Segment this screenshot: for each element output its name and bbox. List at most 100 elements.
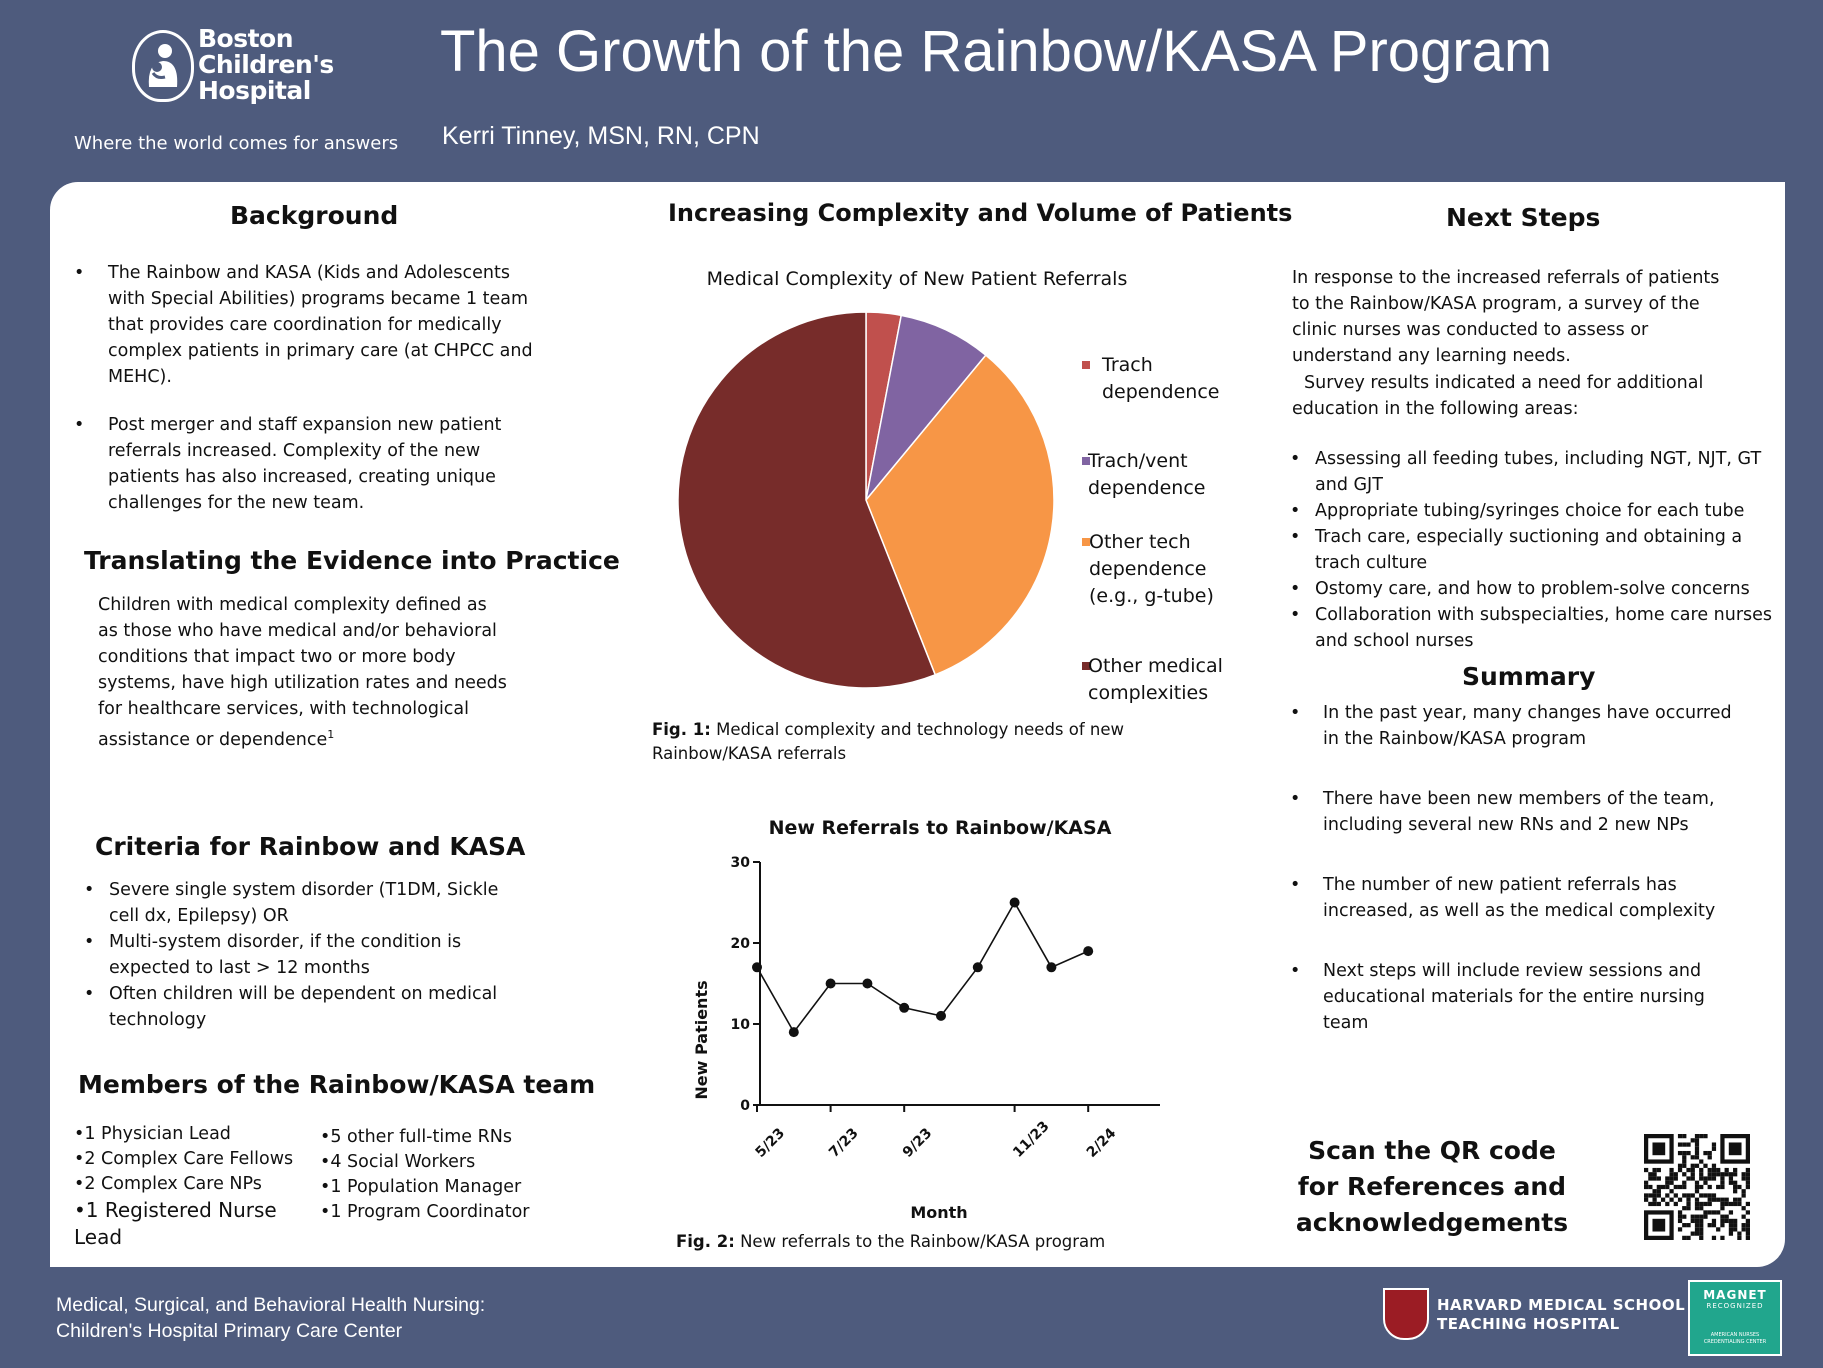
members-list-right: •5 other full-time RNs •4 Social Workers…: [320, 1125, 560, 1225]
magnet-sub: RECOGNIZED: [1706, 1302, 1764, 1310]
logo-line: Children's: [198, 50, 334, 79]
line-series: [752, 897, 1094, 1038]
y-tick-label: 20: [731, 936, 751, 952]
fig2-label: Fig. 2:: [676, 1232, 735, 1251]
fig2-text: New referrals to the Rainbow/KASA progra…: [734, 1232, 1106, 1251]
qr-text: Scan the QR code for References and ackn…: [1295, 1136, 1569, 1237]
logo-line: Boston: [198, 24, 294, 53]
x-tick-label: 7/23: [826, 1125, 862, 1161]
legend-label: Other medical complexities: [1088, 655, 1223, 704]
list-item: Post merger and staff expansion new pati…: [74, 412, 544, 516]
data-point: [788, 1027, 799, 1038]
list-item: Appropriate tubing/syringes choice for e…: [1290, 498, 1780, 524]
summary-list: In the past year, many changes have occu…: [1290, 700, 1750, 1036]
fig2-caption: Fig. 2: New referrals to the Rainbow/KAS…: [676, 1229, 1105, 1255]
list-item: •2 Complex Care NPs: [74, 1174, 262, 1194]
pie-slice: [865, 314, 987, 501]
translating-heading: Translating the Evidence into Practice: [84, 546, 620, 575]
poster-title: The Growth of the Rainbow/KASA Program: [440, 19, 1553, 84]
mother-child-icon: [148, 44, 178, 87]
middle-heading: Increasing Complexity and Volume of Pati…: [668, 199, 1293, 227]
list-item: •1 Registered Nurse Lead: [74, 1198, 277, 1249]
y-axis-label: New Patients: [692, 980, 711, 1099]
hospital-logo-text: Boston Children's Hospital: [198, 26, 334, 104]
footer-line: Children's Hospital Primary Care Center: [56, 1320, 403, 1342]
data-point: [1009, 897, 1020, 908]
legend-swatch: [1082, 457, 1090, 465]
criteria-heading: Criteria for Rainbow and KASA: [95, 832, 526, 861]
line-axes: 0 10 20 30 5/23 7/23 9/23 11/23 2/24: [731, 855, 1160, 1161]
pie-chart-title: Medical Complexity of New Patient Referr…: [707, 268, 1128, 290]
x-tick-label: 11/23: [1010, 1118, 1052, 1160]
pie-chart: Medical Complexity of New Patient Referr…: [677, 268, 1223, 704]
magnet-title: MAGNET: [1703, 1288, 1767, 1302]
list-item: The number of new patient referrals has …: [1290, 872, 1750, 924]
members-list-left: •1 Physician Lead •2 Complex Care Fellow…: [74, 1122, 304, 1251]
author: Kerri Tinney, MSN, RN, CPN: [442, 122, 760, 150]
data-point: [862, 978, 873, 989]
footer-line: Medical, Surgical, and Behavioral Health…: [56, 1294, 486, 1316]
list-item: Next steps will include review sessions …: [1290, 958, 1750, 1036]
magnet-badge: MAGNET RECOGNIZED AMERICAN NURSES CREDEN…: [1688, 1280, 1782, 1356]
data-point: [936, 1010, 946, 1021]
list-item: There have been new members of the team,…: [1290, 786, 1750, 838]
tagline: Where the world comes for answers: [74, 133, 399, 154]
summary-heading: Summary: [1462, 662, 1596, 691]
y-tick-label: 0: [740, 1098, 750, 1114]
list-item: In the past year, many changes have occu…: [1290, 700, 1750, 752]
hms-line: TEACHING HOSPITAL: [1437, 1315, 1620, 1333]
next-steps-list: Assessing all feeding tubes, including N…: [1290, 446, 1780, 654]
data-point: [752, 962, 762, 973]
legend-swatch: [1082, 662, 1090, 670]
data-point: [972, 962, 983, 973]
hms-text: HARVARD MEDICAL SCHOOL TEACHING HOSPITAL: [1437, 1296, 1685, 1334]
y-tick-label: 30: [731, 855, 751, 871]
x-tick-label: 9/23: [900, 1125, 936, 1161]
x-tick-label: 2/24: [1084, 1125, 1120, 1161]
hms-line: HARVARD MEDICAL SCHOOL: [1437, 1296, 1686, 1314]
translating-body: Children with medical complexity defined…: [98, 595, 507, 750]
next-steps-intro: In response to the increased referrals o…: [1292, 268, 1720, 366]
list-item: •1 Population Manager: [320, 1177, 522, 1197]
pie-legend: Trach dependence Trach/vent dependence Other…: [1082, 354, 1223, 704]
x-axis-label: Month: [910, 1203, 967, 1222]
translating-text: Children with medical complexity defined…: [98, 592, 508, 753]
list-item: •1 Physician Lead: [74, 1124, 231, 1144]
harvard-shield-icon: [1383, 1288, 1429, 1340]
series-line: [756, 900, 1089, 1034]
list-item: Trach care, especially suctioning and ob…: [1290, 524, 1780, 576]
list-item: •2 Complex Care Fellows: [74, 1149, 294, 1169]
background-list: The Rainbow and KASA (Kids and Adolescen…: [74, 260, 544, 516]
data-point: [899, 1002, 910, 1013]
legend-swatch: [1082, 538, 1090, 546]
magnet-org: AMERICAN NURSES CREDENTIALING CENTER: [1703, 1332, 1767, 1345]
list-item: The Rainbow and KASA (Kids and Adolescen…: [74, 260, 544, 390]
y-tick-label: 10: [731, 1017, 751, 1033]
legend-label: Trach/vent dependence: [1087, 450, 1205, 499]
x-tick-label: 5/23: [753, 1125, 789, 1161]
legend-swatch: [1082, 361, 1090, 369]
members-heading: Members of the Rainbow/KASA team: [78, 1070, 596, 1099]
list-item: •5 other full-time RNs: [320, 1127, 512, 1147]
list-item: Severe single system disorder (T1DM, Sic…: [84, 877, 524, 929]
next-steps-heading: Next Steps: [1446, 203, 1601, 232]
pie-slice: [677, 311, 937, 689]
line-chart: New Referrals to Rainbow/KASA New Patien…: [692, 817, 1160, 1222]
criteria-list: Severe single system disorder (T1DM, Sic…: [84, 877, 524, 1033]
list-item: Assessing all feeding tubes, including N…: [1290, 446, 1780, 498]
list-item: Collaboration with subspecialties, home …: [1290, 602, 1780, 654]
hospital-logo-icon: [132, 30, 194, 102]
fig1-text: Medical complexity and technology needs …: [652, 720, 1125, 763]
footer-department: Medical, Surgical, and Behavioral Health…: [56, 1292, 485, 1344]
fig1-label: Fig. 1:: [652, 720, 711, 739]
list-item: Often children will be dependent on medi…: [84, 981, 524, 1033]
list-item: Multi-system disorder, if the condition …: [84, 929, 524, 981]
qr-code-icon[interactable]: [1644, 1134, 1750, 1240]
list-item: •1 Program Coordinator: [320, 1202, 530, 1222]
data-point: [825, 978, 836, 989]
background-heading: Background: [230, 201, 399, 230]
legend-label: Trach dependence: [1101, 354, 1219, 403]
fig1-caption: Fig. 1: Medical complexity and technolog…: [652, 718, 1172, 766]
citation-superscript: 1: [327, 728, 335, 741]
pie-slice: [865, 354, 1055, 676]
